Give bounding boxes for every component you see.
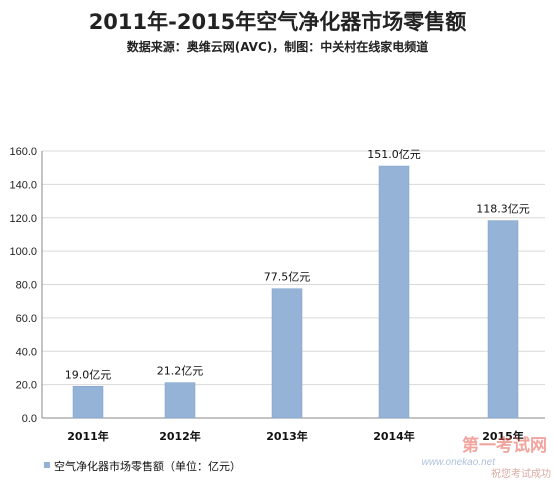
watermark-slogan: 祝您考试成功 bbox=[491, 469, 551, 480]
x-category-label: 2013年 bbox=[266, 429, 308, 443]
bar bbox=[271, 288, 303, 419]
data-label: 21.2亿元 bbox=[157, 365, 204, 378]
x-category-label: 2014年 bbox=[373, 429, 415, 443]
data-label: 19.0亿元 bbox=[65, 368, 112, 381]
chart-subtitle: 数据来源：奥维云网(AVC)，制图：中关村在线家电频道 bbox=[126, 40, 429, 54]
legend-label: 空气净化器市场零售额（单位：亿元） bbox=[54, 459, 241, 473]
y-tick-label: 100.0 bbox=[9, 246, 37, 258]
bar bbox=[487, 220, 519, 419]
legend-swatch bbox=[44, 462, 50, 468]
x-category-label: 2015年 bbox=[482, 429, 524, 443]
watermark-logo: 第一考试网 bbox=[462, 436, 547, 456]
y-tick-label: 140.0 bbox=[9, 179, 37, 191]
y-tick-label: 120.0 bbox=[9, 213, 37, 225]
bar bbox=[378, 165, 410, 419]
y-tick-label: 0.0 bbox=[22, 413, 37, 425]
y-tick-label: 60.0 bbox=[16, 313, 37, 325]
bar bbox=[164, 382, 196, 419]
y-tick-label: 80.0 bbox=[16, 280, 37, 292]
data-label: 77.5亿元 bbox=[264, 271, 311, 284]
data-label: 151.0亿元 bbox=[367, 148, 421, 161]
y-tick-label: 40.0 bbox=[16, 346, 37, 358]
y-tick-label: 160.0 bbox=[9, 146, 37, 158]
chart-title: 2011年-2015年空气净化器市场零售额 bbox=[88, 10, 467, 34]
legend: 空气净化器市场零售额（单位：亿元） bbox=[44, 459, 241, 473]
bar bbox=[72, 386, 104, 419]
data-label: 118.3亿元 bbox=[476, 203, 530, 216]
x-category-label: 2012年 bbox=[159, 429, 201, 443]
x-category-label: 2011年 bbox=[67, 429, 109, 443]
y-tick-label: 20.0 bbox=[16, 380, 37, 392]
axes: 0.0 20.0 40.0 60.0 80.0 100.0 120.0 140.0 160.0 2… bbox=[9, 146, 545, 443]
bars bbox=[72, 165, 519, 419]
watermark-url: www.onekao.net bbox=[421, 457, 495, 468]
data-labels: 19.0亿元 21.2亿元 77.5亿元 151.0亿元 118.3亿元 bbox=[65, 148, 530, 381]
